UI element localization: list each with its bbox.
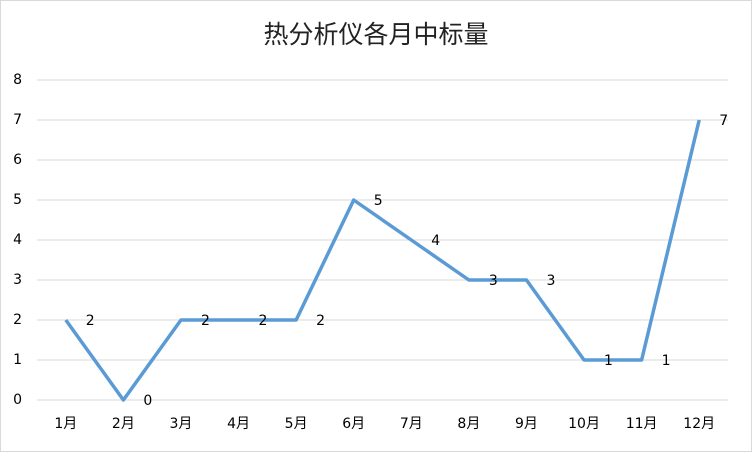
y-tick-label: 7 bbox=[13, 112, 22, 128]
x-tick-label: 7月 bbox=[400, 416, 423, 432]
x-tick-label: 8月 bbox=[457, 416, 480, 432]
y-tick-label: 3 bbox=[13, 272, 22, 288]
data-label: 1 bbox=[662, 353, 671, 369]
x-tick-label: 3月 bbox=[169, 416, 192, 432]
data-label: 2 bbox=[86, 313, 95, 329]
x-tick-label: 4月 bbox=[227, 416, 250, 432]
data-label: 2 bbox=[201, 313, 210, 329]
y-tick-label: 1 bbox=[13, 352, 22, 368]
data-label: 4 bbox=[431, 233, 440, 249]
x-tick-label: 9月 bbox=[515, 416, 538, 432]
y-tick-label: 8 bbox=[13, 72, 22, 88]
x-tick-label: 10月 bbox=[568, 416, 600, 432]
x-tick-label: 12月 bbox=[683, 416, 715, 432]
y-tick-label: 4 bbox=[13, 232, 22, 248]
x-tick-label: 11月 bbox=[626, 416, 658, 432]
x-tick-label: 6月 bbox=[342, 416, 365, 432]
x-tick-label: 1月 bbox=[54, 416, 77, 432]
data-label: 5 bbox=[374, 193, 383, 209]
data-label: 7 bbox=[719, 113, 728, 129]
data-label: 1 bbox=[604, 353, 613, 369]
y-tick-label: 0 bbox=[13, 392, 22, 408]
data-label: 0 bbox=[143, 393, 152, 409]
data-label: 2 bbox=[316, 313, 325, 329]
chart-title: 热分析仪各月中标量 bbox=[263, 20, 488, 49]
y-tick-label: 6 bbox=[13, 152, 22, 168]
x-tick-label: 5月 bbox=[285, 416, 308, 432]
data-label: 3 bbox=[546, 273, 555, 289]
data-label: 2 bbox=[259, 313, 268, 329]
data-label: 3 bbox=[489, 273, 498, 289]
line bbox=[64, 119, 701, 402]
y-tick-label: 5 bbox=[13, 192, 22, 208]
y-tick-label: 2 bbox=[13, 312, 22, 328]
x-tick-label: 2月 bbox=[112, 416, 135, 432]
